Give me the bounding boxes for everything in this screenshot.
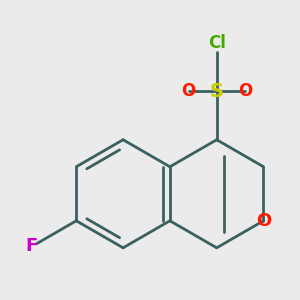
- Text: O: O: [256, 212, 271, 230]
- Text: Cl: Cl: [208, 34, 226, 52]
- Text: O: O: [182, 82, 196, 100]
- Text: F: F: [26, 238, 38, 256]
- Text: S: S: [210, 82, 224, 100]
- Text: O: O: [238, 82, 252, 100]
